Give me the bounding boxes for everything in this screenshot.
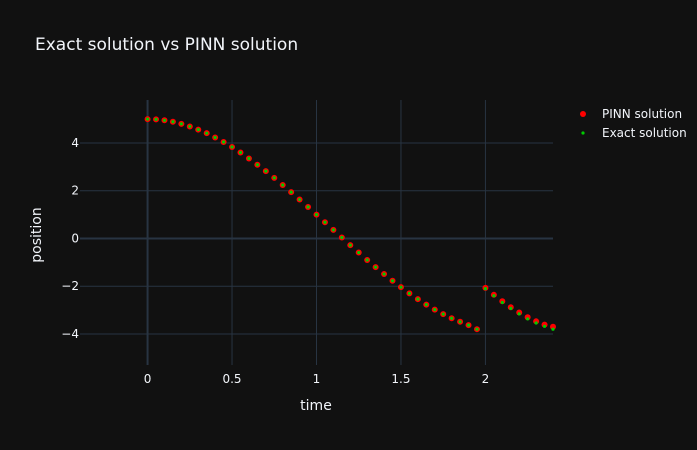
data-point[interactable] [298,197,302,202]
series-layer [144,116,556,333]
plot-area [80,100,556,365]
x-axis-title: time [300,398,332,414]
y-tick-label: 2 [71,184,79,198]
data-point[interactable] [289,190,293,194]
data-point[interactable] [550,323,556,330]
y-tick-label: 0 [71,231,79,245]
x-axis-ticks: 0 0.5 1 1.5 2 [144,372,489,386]
chart-title: Exact solution vs PINN solution [35,35,298,55]
data-point[interactable] [247,156,251,161]
data-point[interactable] [517,312,521,316]
data-point[interactable] [145,117,150,121]
data-point[interactable] [365,258,369,262]
x-tick-label: 0.5 [222,372,241,386]
x-tick-label: 0 [144,372,152,386]
x-tick-label: 1.5 [391,372,410,386]
data-point[interactable] [399,285,403,289]
data-point[interactable] [509,306,513,311]
data-point[interactable] [466,323,471,327]
y-tick-label: −4 [61,327,79,341]
data-point[interactable] [314,212,319,217]
data-point[interactable] [179,122,183,126]
x-tick-label: 1 [313,372,321,386]
data-point[interactable] [188,124,192,129]
data-point[interactable] [340,235,344,240]
y-tick-label: −2 [61,279,79,293]
data-point[interactable] [441,312,445,316]
data-point[interactable] [230,145,234,149]
data-point[interactable] [450,316,454,320]
legend-item[interactable]: Exact solution [581,126,687,140]
data-point[interactable] [534,321,538,325]
legend-item[interactable]: PINN solution [580,107,682,121]
data-point[interactable] [264,169,268,173]
data-point[interactable] [416,297,420,301]
data-point[interactable] [272,176,276,180]
data-point[interactable] [205,131,209,135]
data-point[interactable] [542,324,547,328]
data-point[interactable] [238,150,243,155]
legend-label: Exact solution [602,126,687,140]
data-point[interactable] [196,128,200,132]
data-point[interactable] [551,327,555,331]
data-point[interactable] [483,287,488,291]
data-point[interactable] [475,327,479,331]
data-point[interactable] [500,300,504,305]
data-point[interactable] [407,291,412,295]
data-point[interactable] [374,265,378,269]
data-point[interactable] [526,317,530,321]
y-axis-title: position [29,207,45,262]
data-point[interactable] [424,302,428,307]
legend-marker [581,131,585,135]
data-point[interactable] [458,320,462,324]
legend[interactable]: PINN solution Exact solution [580,107,687,140]
data-point[interactable] [171,120,175,124]
data-point[interactable] [281,183,285,187]
data-point[interactable] [357,250,361,255]
y-axis-ticks: 4 2 0 −2 −4 [61,136,79,341]
data-point[interactable] [433,308,437,312]
data-point[interactable] [323,220,327,224]
data-point[interactable] [382,272,386,276]
data-point[interactable] [492,294,496,298]
data-point[interactable] [348,243,352,247]
data-point[interactable] [213,135,217,140]
data-point[interactable] [255,163,259,167]
legend-marker [580,111,586,117]
grid-layer [80,100,553,365]
x-tick-label: 2 [482,372,490,386]
data-point[interactable] [154,117,158,121]
data-point[interactable] [221,140,226,144]
data-point[interactable] [162,118,167,122]
data-point[interactable] [331,228,335,232]
data-point[interactable] [306,205,310,209]
y-tick-label: 4 [71,136,79,150]
data-point[interactable] [390,279,395,283]
series-exact [145,117,555,331]
legend-label: PINN solution [602,107,682,121]
